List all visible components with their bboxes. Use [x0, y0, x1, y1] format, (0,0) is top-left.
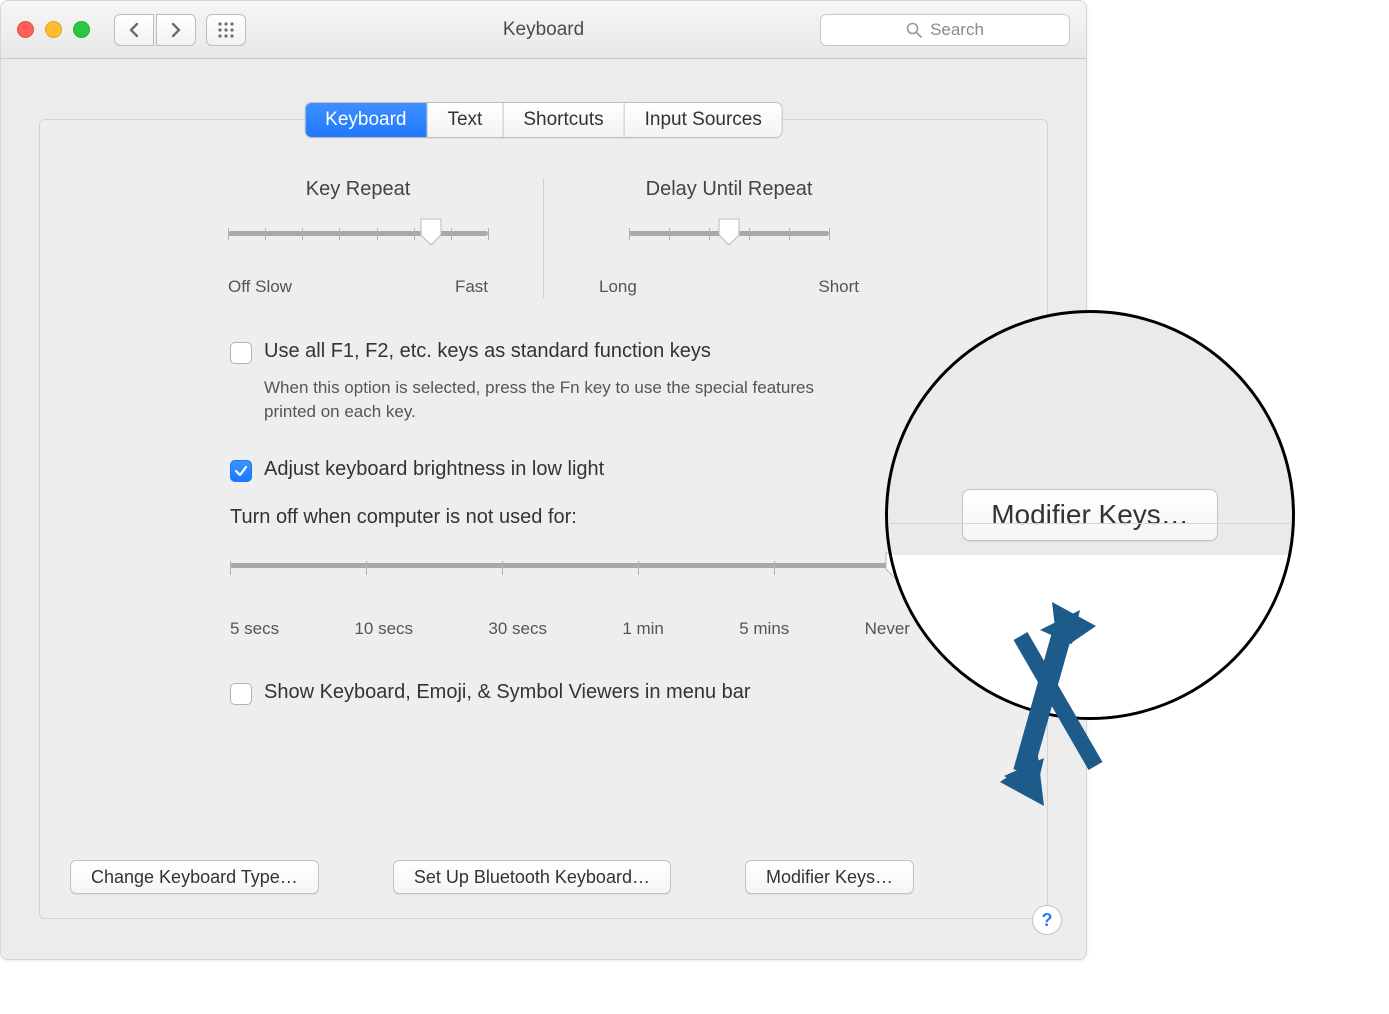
- delay-repeat-title: Delay Until Repeat: [646, 178, 813, 201]
- brightness-label: Adjust keyboard brightness in low light: [264, 458, 604, 481]
- bottom-buttons: Change Keyboard Type… Set Up Bluetooth K…: [70, 860, 1017, 894]
- show-viewers-row: Show Keyboard, Emoji, & Symbol Viewers i…: [230, 681, 927, 705]
- turnoff-label: Turn off when computer is not used for:: [230, 506, 927, 529]
- minimize-button[interactable]: [45, 21, 62, 38]
- key-repeat-slider[interactable]: [228, 221, 488, 251]
- setup-bluetooth-button[interactable]: Set Up Bluetooth Keyboard…: [393, 860, 671, 894]
- brightness-checkbox[interactable]: [230, 460, 252, 482]
- fn-keys-checkbox[interactable]: [230, 342, 252, 364]
- search-field[interactable]: Search: [820, 14, 1070, 46]
- search-placeholder: Search: [930, 20, 984, 40]
- tab-input-sources[interactable]: Input Sources: [625, 103, 782, 137]
- titlebar: Keyboard Search: [1, 1, 1086, 59]
- tab-shortcuts[interactable]: Shortcuts: [503, 103, 624, 137]
- show-viewers-label: Show Keyboard, Emoji, & Symbol Viewers i…: [264, 681, 751, 704]
- delay-repeat-labels: Long Short: [599, 277, 859, 297]
- help-button[interactable]: ?: [1032, 905, 1062, 935]
- repeat-sliders: Key Repeat Off Slow Fast Delay Until Rep…: [40, 178, 1047, 298]
- search-icon: [906, 22, 922, 38]
- show-viewers-checkbox[interactable]: [230, 683, 252, 705]
- traffic-lights: [17, 21, 90, 38]
- back-button[interactable]: [114, 14, 154, 46]
- slider-divider: [543, 178, 544, 298]
- tab-text[interactable]: Text: [427, 103, 503, 137]
- brightness-row: Adjust keyboard brightness in low light: [230, 458, 927, 482]
- fn-keys-label: Use all F1, F2, etc. keys as standard fu…: [264, 340, 711, 363]
- show-all-button[interactable]: [206, 14, 246, 46]
- delay-repeat-group: Delay Until Repeat Long Short: [564, 178, 894, 298]
- options-block: Use all F1, F2, etc. keys as standard fu…: [230, 340, 927, 705]
- key-repeat-group: Key Repeat Off Slow Fast: [193, 178, 523, 298]
- chevron-right-icon: [170, 22, 182, 38]
- chevron-left-icon: [128, 22, 140, 38]
- grid-icon: [217, 21, 235, 39]
- timeout-slider[interactable]: [230, 557, 910, 587]
- change-keyboard-type-button[interactable]: Change Keyboard Type…: [70, 860, 319, 894]
- delay-repeat-slider[interactable]: [599, 221, 859, 251]
- fn-keys-row: Use all F1, F2, etc. keys as standard fu…: [230, 340, 927, 364]
- key-repeat-labels: Off Slow Fast: [228, 277, 488, 297]
- close-button[interactable]: [17, 21, 34, 38]
- key-repeat-title: Key Repeat: [306, 178, 411, 201]
- callout-modifier-keys-button: Modifier Keys…: [962, 489, 1218, 541]
- fn-keys-hint: When this option is selected, press the …: [264, 376, 834, 424]
- zoom-button[interactable]: [73, 21, 90, 38]
- callout-magnifier: Modifier Keys…: [885, 310, 1295, 720]
- modifier-keys-button[interactable]: Modifier Keys…: [745, 860, 914, 894]
- tab-bar: Keyboard Text Shortcuts Input Sources: [304, 102, 783, 138]
- nav-buttons: [114, 14, 196, 46]
- timeout-labels: 5 secs 10 secs 30 secs 1 min 5 mins Neve…: [230, 619, 910, 639]
- forward-button[interactable]: [156, 14, 196, 46]
- tab-keyboard[interactable]: Keyboard: [305, 103, 427, 137]
